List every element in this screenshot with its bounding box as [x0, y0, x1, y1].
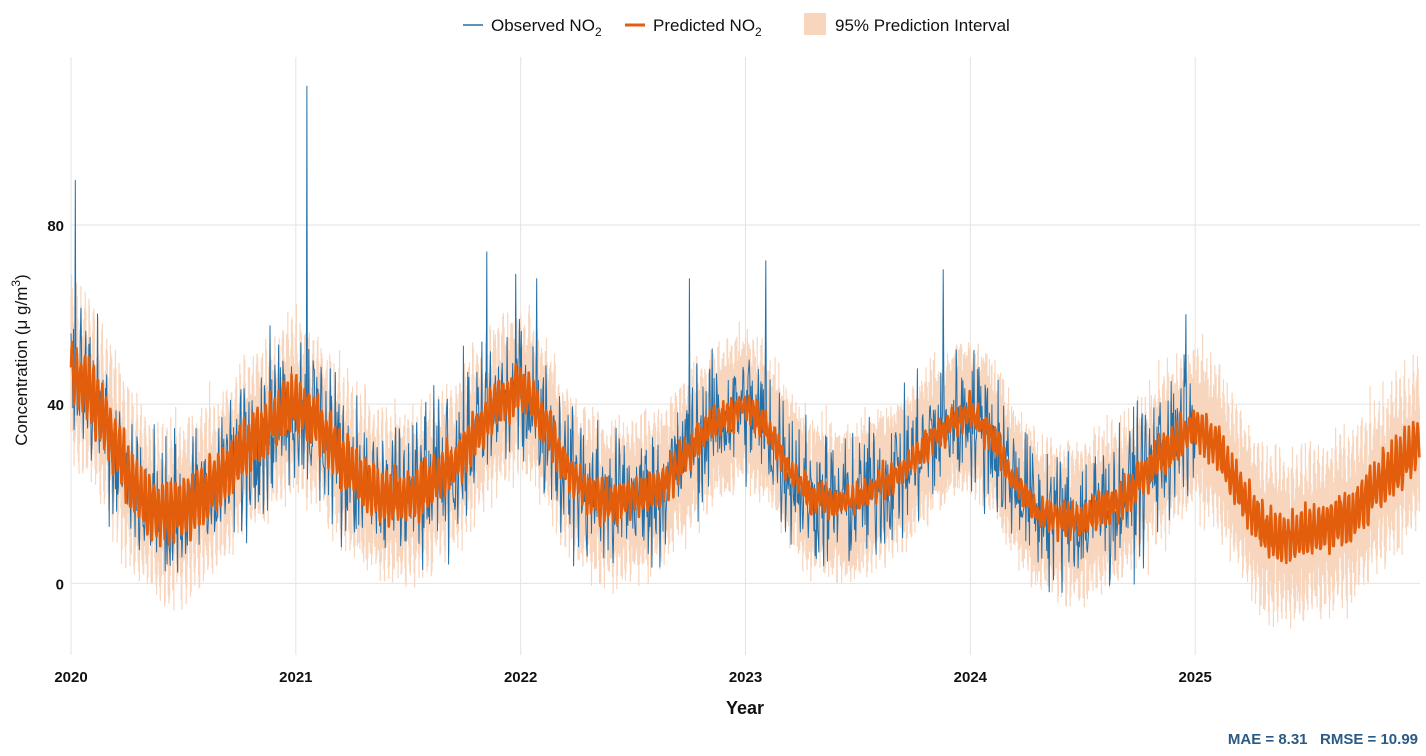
y-axis-title-close: )	[12, 274, 31, 280]
y-axis-ticks: 0 40 80	[47, 218, 64, 593]
x-tick-label: 2023	[729, 669, 762, 686]
legend-label-predicted: Predicted NO2	[653, 16, 762, 39]
y-tick-label: 0	[56, 576, 64, 593]
observed-series	[70, 85, 1196, 593]
x-tick-label: 2022	[504, 669, 537, 686]
observed-line	[70, 85, 1196, 593]
legend: Observed NO2 Predicted NO2 95% Predictio…	[463, 13, 1010, 39]
legend-key-interval	[804, 13, 826, 35]
legend-item-predicted[interactable]: Predicted NO2	[625, 16, 762, 39]
legend-label-observed: Observed NO2	[491, 16, 602, 39]
predicted-series	[69, 340, 1421, 565]
x-tick-label: 2025	[1178, 669, 1211, 686]
metrics-annotation: MAE = 8.31 RMSE = 10.99	[1228, 731, 1418, 748]
x-axis-title: Year	[726, 698, 764, 718]
y-axis-title-superscript: 3	[9, 280, 23, 287]
y-tick-label: 40	[47, 397, 64, 414]
x-tick-label: 2024	[954, 669, 988, 686]
legend-label-interval: 95% Prediction Interval	[835, 16, 1010, 35]
y-axis-title: Concentration (μ g/m3)	[9, 274, 31, 445]
x-axis-ticks: 2020 2021 2022 2023 2024 2025	[54, 669, 1212, 686]
x-tick-label: 2021	[279, 669, 312, 686]
legend-item-observed[interactable]: Observed NO2	[463, 16, 602, 39]
x-tick-label: 2020	[54, 669, 87, 686]
legend-item-interval[interactable]: 95% Prediction Interval	[804, 13, 1010, 35]
y-tick-label: 80	[47, 218, 64, 235]
y-axis-title-main: Concentration (μ g/m	[12, 287, 31, 446]
predicted-line	[69, 340, 1421, 565]
